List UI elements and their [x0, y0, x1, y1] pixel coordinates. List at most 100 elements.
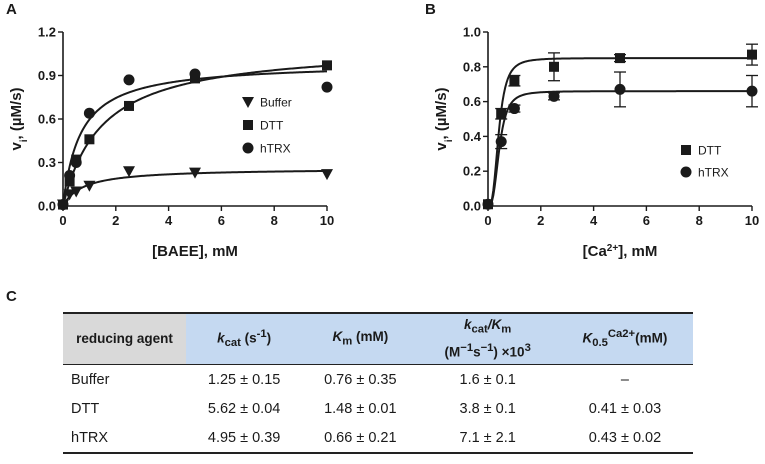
y-axis-label: vi, (µM/s)	[433, 87, 455, 150]
data-point	[747, 49, 757, 60]
x-tick-label: 4	[165, 213, 173, 228]
legend-label: hTRX	[260, 142, 291, 156]
table-row: hTRX 4.95 ± 0.39 0.66 ± 0.21 7.1 ± 2.1 0…	[63, 423, 693, 454]
legend-marker	[242, 97, 254, 108]
panel-label-b: B	[425, 1, 436, 18]
legend-marker	[243, 120, 253, 130]
data-point	[496, 108, 507, 119]
data-point	[70, 186, 83, 198]
legend-label: DTT	[260, 119, 284, 133]
data-point	[64, 176, 75, 187]
data-point	[509, 75, 520, 86]
legend-marker	[681, 145, 691, 155]
data-point	[70, 157, 82, 168]
fit-curve	[62, 64, 328, 207]
legend-label: hTRX	[698, 166, 729, 180]
cell-km: 1.48 ± 0.01	[324, 400, 397, 417]
header-k05: K0.5Ca2+(mM)	[556, 312, 693, 365]
x-tick-label: 10	[745, 213, 759, 228]
cell-k05: –	[620, 371, 629, 388]
data-point	[57, 199, 69, 211]
table-row: DTT 5.62 ± 0.04 1.48 ± 0.01 3.8 ± 0.1 0.…	[63, 394, 693, 423]
cell-ratio: 3.8 ± 0.1	[459, 400, 516, 417]
data-point	[482, 198, 494, 210]
data-point	[746, 85, 758, 97]
legend-marker	[242, 142, 254, 154]
x-tick-label: 6	[218, 213, 225, 228]
panel-label-c: C	[6, 288, 17, 305]
data-point	[495, 136, 507, 148]
data-point	[84, 134, 95, 145]
panel-label-a: A	[6, 1, 17, 18]
chart-panel-b: B 0.0 0.2 0.4 0.6 0.8 1.0 0 2 4 6 8 10 [Ca2+], mM vi, …	[425, 1, 759, 260]
data-point	[322, 60, 332, 71]
series-htrx: hTRX	[57, 68, 333, 211]
y-tick-label: 0.6	[463, 94, 481, 109]
data-point	[321, 81, 333, 93]
data-point	[83, 180, 96, 192]
cell-agent: hTRX	[63, 423, 186, 454]
x-tick-label: 2	[537, 213, 544, 228]
cell-km: 0.76 ± 0.35	[324, 371, 397, 388]
x-tick-label: 6	[643, 213, 650, 228]
cell-agent: Buffer	[71, 371, 110, 388]
table-header-row: reducing agent kcat (s-1) Km (mM) kcat/K…	[63, 312, 693, 365]
header-km: Km (mM)	[302, 312, 419, 365]
y-tick-label: 1.0	[463, 25, 481, 40]
data-point	[64, 170, 76, 182]
panel-c: C reducing agent kcat (s-1) Km (mM) kcat…	[0, 288, 765, 464]
x-tick-label: 0	[59, 213, 66, 228]
data-point	[614, 83, 626, 95]
data-point	[189, 167, 201, 179]
y-tick-label: 0.0	[463, 199, 481, 214]
legend-label: DTT	[698, 144, 722, 158]
cell-ratio: 7.1 ± 2.1	[418, 423, 557, 454]
series-buffer: Buffer	[57, 96, 333, 211]
data-point	[549, 61, 559, 72]
data-point	[83, 107, 95, 119]
chart-panel-a: A 0.0 0.3 0.6 0.9 1.2 0 2 4 6 8 10 [BAEE], mM vi, (µM…	[6, 1, 334, 260]
data-point	[123, 166, 135, 178]
data-point	[123, 74, 135, 86]
cell-km: 0.66 ± 0.21	[302, 423, 419, 454]
cell-k05: 0.43 ± 0.02	[556, 423, 693, 454]
header-kcat: kcat (s-1)	[186, 312, 303, 365]
data-point	[508, 103, 520, 115]
x-tick-label: 8	[696, 213, 703, 228]
header-reducing-agent: reducing agent	[63, 312, 186, 365]
charts-area: A 0.0 0.3 0.6 0.9 1.2 0 2 4 6 8 10 [BAEE], mM vi, (µM…	[6, 1, 759, 260]
cell-agent: DTT	[71, 400, 100, 417]
cell-ratio: 1.6 ± 0.1	[459, 371, 516, 388]
data-point	[321, 169, 333, 181]
x-tick-label: 0	[484, 213, 491, 228]
x-axis-label: [Ca2+], mM	[583, 243, 658, 261]
x-axis-label: [BAEE], mM	[152, 243, 238, 260]
y-axis-label: vi, (µM/s)	[8, 87, 30, 150]
cell-k05: 0.41 ± 0.03	[588, 400, 662, 417]
series-dtt: DTT	[58, 60, 332, 210]
y-tick-label: 0.2	[463, 164, 481, 179]
series-htrx: hTRX	[482, 71, 758, 210]
legend-marker	[680, 166, 692, 178]
y-tick-label: 0.9	[38, 68, 56, 83]
y-tick-label: 0.6	[38, 112, 56, 127]
table-row: Buffer 1.25 ± 0.15 0.76 ± 0.35 1.6 ± 0.1…	[63, 365, 693, 395]
cell-kcat: 4.95 ± 0.39	[186, 423, 303, 454]
x-tick-label: 8	[271, 213, 278, 228]
cell-kcat: 1.25 ± 0.15	[207, 371, 281, 388]
legend-label: Buffer	[260, 96, 292, 110]
data-point	[548, 90, 560, 102]
series-dtt: DTT	[483, 43, 758, 210]
y-tick-label: 1.2	[38, 25, 56, 40]
data-point	[189, 68, 201, 80]
data-point	[615, 53, 625, 64]
y-tick-label: 0.0	[38, 199, 56, 214]
x-tick-label: 2	[112, 213, 119, 228]
x-tick-label: 10	[320, 213, 334, 228]
kinetics-table: reducing agent kcat (s-1) Km (mM) kcat/K…	[63, 312, 693, 454]
header-kcat-km: kcat/Km (M−1s−1) ×103	[418, 312, 557, 365]
y-tick-label: 0.4	[463, 129, 482, 144]
y-tick-label: 0.8	[463, 59, 481, 74]
y-tick-label: 0.3	[38, 155, 56, 170]
cell-kcat: 5.62 ± 0.04	[207, 400, 281, 417]
